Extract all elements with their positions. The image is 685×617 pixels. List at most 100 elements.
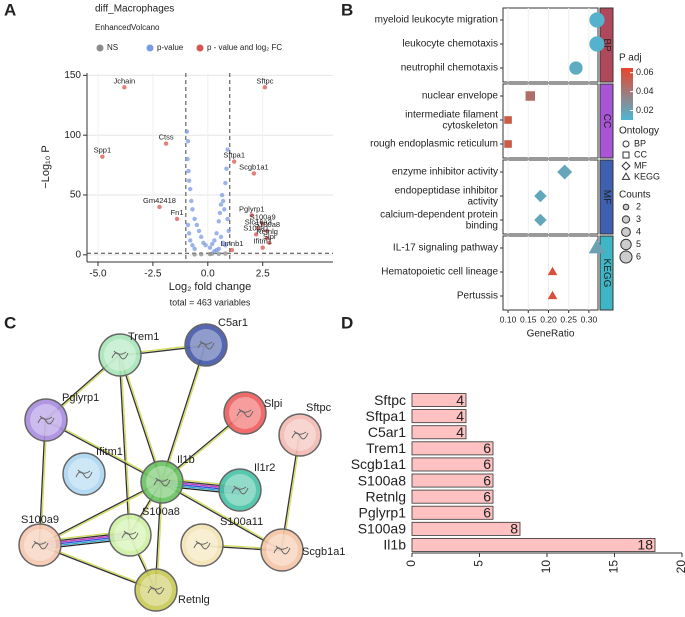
point-label: S100a9: [250, 213, 276, 222]
x-tick-label: 5: [472, 560, 486, 567]
value-label: 6: [483, 472, 491, 488]
point: [163, 141, 169, 146]
node-core: [224, 474, 256, 506]
x-tick-label: 15: [607, 560, 621, 574]
legend-label: MF: [634, 160, 647, 170]
node-label: S100a11: [220, 516, 263, 528]
chart-title: diff_Macrophages: [95, 4, 174, 15]
point: [260, 245, 265, 250]
point-label: S100a1: [243, 223, 269, 232]
point: [186, 231, 192, 236]
point: [186, 178, 192, 183]
node-structure: [273, 545, 291, 555]
point: [212, 249, 217, 254]
node: [223, 391, 267, 435]
node-structure: [31, 540, 49, 550]
legend-marker: [619, 250, 633, 264]
point: [267, 240, 272, 246]
node-label: Scgb1a1: [302, 546, 345, 558]
y-tick-label: Hematopoietic cell lineage: [381, 267, 498, 278]
point: [249, 213, 254, 218]
point: [260, 221, 265, 226]
y-tick-label: enzyme inhibitor activity: [392, 167, 498, 178]
dot: [504, 140, 512, 148]
facet-strip: [599, 83, 614, 159]
edge: [161, 482, 282, 552]
legend-label: 6: [636, 251, 641, 261]
point-label: Slpi: [263, 232, 276, 241]
x-tick-label: 0: [404, 560, 418, 567]
panel-label: A: [4, 0, 16, 19]
dot: [557, 164, 573, 180]
point: [223, 180, 228, 186]
panel-label: B: [341, 0, 353, 19]
point: [251, 171, 257, 176]
point-label: Slc16a3: [245, 217, 272, 226]
y-tick-label: Pglyrp1: [359, 504, 407, 520]
x-tick-label: 0.25: [560, 314, 577, 324]
legend-label: 5: [636, 239, 641, 249]
point: [223, 251, 228, 256]
node-core: [104, 339, 136, 371]
y-tick-label: Sftpc: [374, 392, 406, 408]
y-tick-label: neutrophil chemotaxis: [401, 63, 498, 74]
node-label: Slpi: [264, 398, 282, 410]
point: [216, 219, 221, 224]
point: [209, 241, 215, 247]
point: [262, 85, 268, 90]
x-tick-label: 10: [539, 560, 553, 574]
point: [185, 138, 191, 144]
x-tick-label: 20: [674, 560, 685, 574]
dot: [569, 61, 583, 75]
point: [190, 243, 195, 248]
x-axis-label: GeneRatio: [527, 329, 575, 340]
legend-label: NS: [107, 43, 118, 52]
x-tick-label: -5.0: [89, 269, 107, 280]
legend-label: 0.06: [636, 67, 654, 77]
facet-panel: [502, 83, 599, 159]
point: [217, 210, 223, 216]
facet-label: MF: [601, 190, 612, 204]
point: [212, 238, 217, 243]
legend-label: 0.02: [636, 105, 654, 115]
node-label: C5ar1: [218, 317, 248, 329]
legend-marker: [96, 44, 104, 52]
edge: [39, 480, 162, 545]
y-tick-label: myeloid leukocyte migration: [375, 15, 498, 26]
point: [216, 251, 221, 257]
node-core: [229, 397, 261, 429]
edge: [162, 345, 208, 483]
legend-label: p - value and log₂ FC: [207, 43, 282, 52]
point: [122, 85, 127, 90]
x-axis-label: Log₂ fold change: [169, 281, 252, 293]
dot: [589, 12, 605, 28]
point: [100, 154, 105, 159]
node-label: Il1b: [177, 454, 195, 466]
legend-marker: [146, 44, 154, 52]
node-label: Sftpc: [306, 402, 332, 414]
point: [218, 234, 224, 240]
value-label: 4: [456, 392, 464, 408]
bar: [411, 538, 656, 552]
value-label: 18: [637, 537, 653, 553]
point: [186, 168, 191, 174]
point: [196, 228, 202, 234]
node: [62, 452, 106, 496]
point: [224, 166, 229, 171]
node-structure: [147, 585, 165, 595]
point: [220, 198, 226, 204]
legend-label: 0.04: [636, 86, 654, 96]
point: [226, 228, 231, 234]
bar: [411, 457, 494, 472]
value-label: 4: [456, 424, 464, 440]
y-tick-label: 100: [64, 130, 81, 141]
dot: [534, 189, 547, 203]
facet-panel: [502, 159, 599, 235]
point: [225, 147, 230, 152]
node-structure: [193, 540, 211, 550]
point-label: Jchain: [113, 76, 135, 85]
bar: [411, 473, 494, 488]
point-label: Sftpc: [256, 76, 273, 85]
x-tick-label: -2.5: [144, 269, 162, 280]
